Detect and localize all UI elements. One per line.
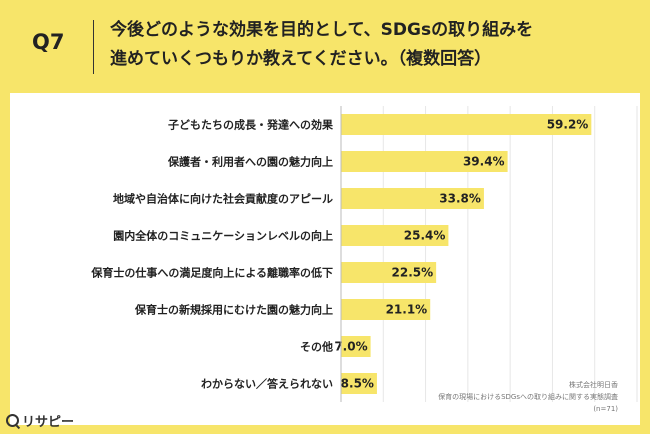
category-label: 保護者・利用者への園の魅力向上 (167, 155, 333, 169)
category-label: その他 (300, 340, 333, 354)
question-number: Q7 (32, 30, 65, 54)
category-label: 園内全体のコミュニケーションレベルの向上 (113, 229, 333, 243)
header: Q7 今後どのような効果を目的として、SDGsの取り組みを 進めていくつもりか教… (0, 0, 650, 90)
brand-logo-text: リサピー (22, 415, 75, 430)
bar (341, 188, 484, 209)
value-label: 22.5% (392, 266, 434, 280)
category-label: 地域や自治体に向けた社会貢献度のアピール (113, 192, 333, 206)
category-label: わからない／答えられない (201, 377, 333, 391)
value-label: 7.0% (334, 340, 367, 354)
question-line-1: 今後どのような効果を目的として、SDGsの取り組みを (110, 20, 534, 40)
value-label: 59.2% (547, 118, 589, 132)
bar (341, 299, 431, 320)
sample-size: (n=71) (593, 405, 618, 413)
question-line-2: 進めていくつもりか教えてください。（複数回答） (110, 49, 492, 69)
value-label: 21.1% (386, 303, 428, 317)
category-label: 保育士の仕事への満足度向上による離職率の低下 (90, 266, 333, 280)
source-company: 株式会社明日香 (569, 381, 618, 389)
source-survey: 保育の現場におけるSDGsへの取り組みに関する実態調査 (438, 393, 618, 401)
question-text: 今後どのような効果を目的として、SDGsの取り組みを 進めていくつもりか教えてく… (110, 16, 630, 74)
category-label: 保育士の新規採用にむけた園の魅力向上 (134, 303, 333, 317)
magnifier-icon (6, 414, 19, 427)
chart-panel: 子どもたちの成長・発達への効果 59.2% 保護者・利用者への園の魅力向上 39.4%… (10, 93, 640, 425)
value-label: 25.4% (404, 229, 446, 243)
value-label: 33.8% (439, 192, 481, 206)
value-label: 8.5% (341, 377, 374, 391)
category-label: 子どもたちの成長・発達への効果 (168, 118, 333, 132)
bar (341, 151, 508, 172)
bar (341, 373, 377, 394)
header-divider (93, 20, 94, 74)
bar (341, 225, 449, 246)
bar-chart: 子どもたちの成長・発達への効果 59.2% 保護者・利用者への園の魅力向上 39.4%… (90, 106, 638, 402)
bar (341, 114, 592, 135)
source-note: 株式会社明日香 保育の現場におけるSDGsへの取り組みに関する実態調査 (n=7… (438, 379, 618, 415)
bar (341, 336, 371, 357)
brand-logo: リサピー (6, 411, 74, 430)
bar (341, 262, 437, 283)
value-label: 39.4% (463, 155, 505, 169)
